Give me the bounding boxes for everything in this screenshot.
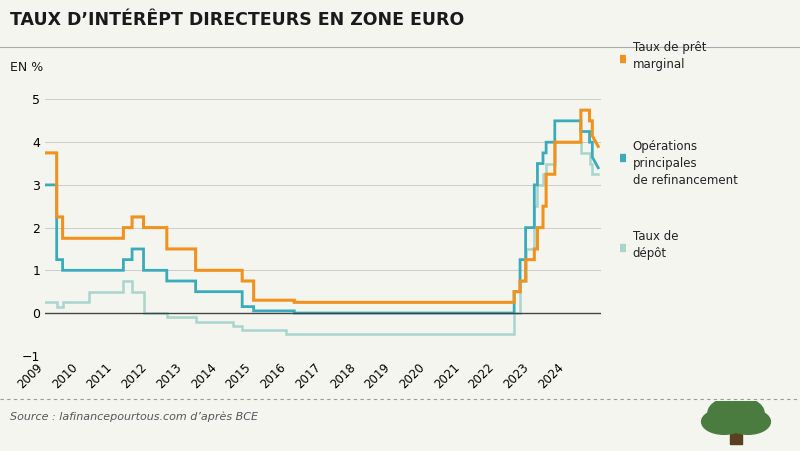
Text: EN %: EN % [10, 61, 43, 74]
FancyBboxPatch shape [730, 431, 742, 444]
Circle shape [708, 397, 764, 428]
Text: TAUX D’INTÉRÊPT DIRECTEURS EN ZONE EURO: TAUX D’INTÉRÊPT DIRECTEURS EN ZONE EURO [10, 11, 464, 29]
Text: Taux de
dépôt: Taux de dépôt [633, 230, 678, 260]
Circle shape [726, 409, 770, 434]
Circle shape [702, 409, 746, 434]
Text: Opérations
principales
de refinancement: Opérations principales de refinancement [633, 140, 738, 187]
Text: Source : lafinancepourtous.com d’après BCE: Source : lafinancepourtous.com d’après B… [10, 412, 258, 423]
Text: Taux de prêt
marginal: Taux de prêt marginal [633, 41, 706, 71]
